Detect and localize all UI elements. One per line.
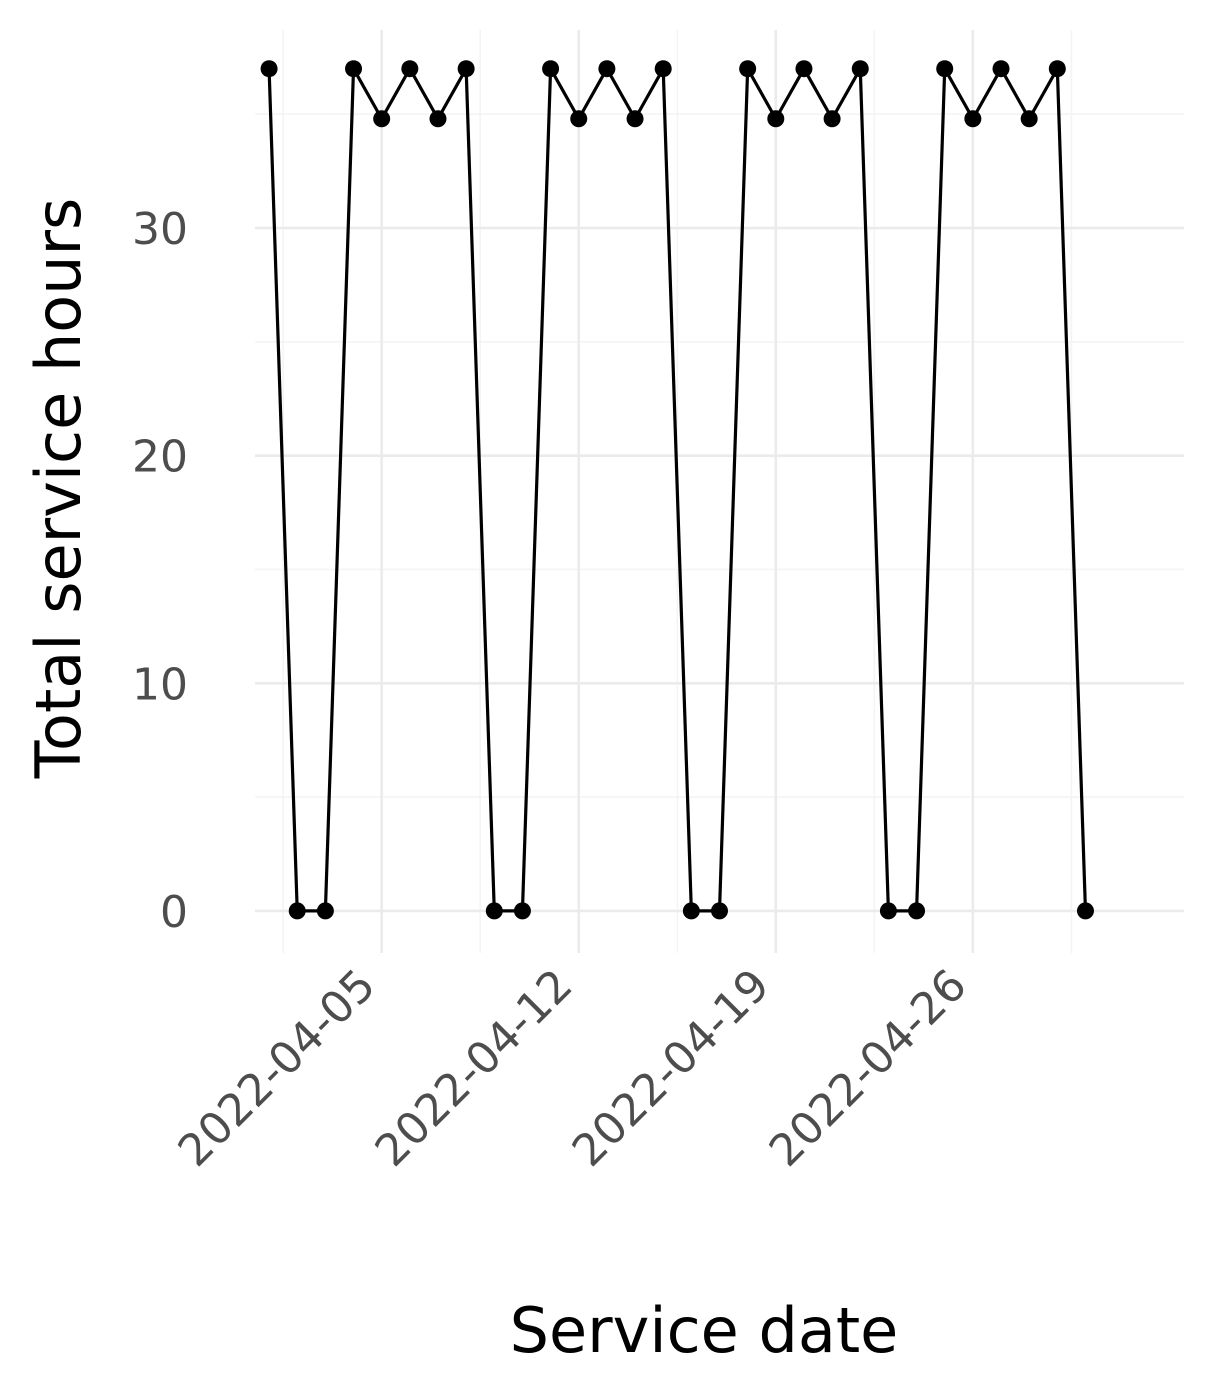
data-point [485, 902, 503, 920]
data-point [260, 60, 278, 78]
data-point [992, 60, 1010, 78]
data-point [739, 60, 757, 78]
data-point [401, 60, 419, 78]
data-point [570, 110, 588, 128]
y-tick-label: 20 [132, 432, 188, 483]
x-tick-label: 2022-04-12 [366, 960, 583, 1177]
data-point [654, 60, 672, 78]
data-point [429, 110, 447, 128]
data-point [345, 60, 363, 78]
data-point [767, 110, 785, 128]
y-tick-label: 0 [160, 887, 188, 938]
data-point [936, 60, 954, 78]
data-point [851, 60, 869, 78]
y-axis-tick-labels: 0 10 20 30 [132, 204, 188, 938]
data-point [373, 110, 391, 128]
data-point [682, 902, 700, 920]
series-layer [260, 60, 1094, 920]
data-point [457, 60, 475, 78]
data-point [542, 60, 560, 78]
data-point [823, 110, 841, 128]
data-point [316, 902, 334, 920]
x-axis-title: Service date [510, 1294, 899, 1367]
data-point [879, 902, 897, 920]
major-gridlines [255, 30, 1184, 953]
data-point [626, 110, 644, 128]
data-point [598, 60, 616, 78]
y-tick-label: 30 [132, 204, 188, 255]
minor-gridlines [255, 30, 1184, 953]
data-point [1076, 902, 1094, 920]
y-tick-label: 10 [132, 659, 188, 710]
x-tick-label: 2022-04-26 [760, 960, 977, 1177]
series-line [267, 67, 1088, 913]
data-point [964, 110, 982, 128]
data-point [908, 902, 926, 920]
data-point [513, 902, 531, 920]
data-point [711, 902, 728, 920]
x-tick-label: 2022-04-19 [563, 960, 780, 1177]
data-point [795, 60, 813, 78]
data-point [288, 902, 306, 920]
data-point [1020, 110, 1038, 128]
data-point [1048, 60, 1066, 78]
x-tick-label: 2022-04-05 [169, 960, 386, 1177]
y-axis-title: Total service hours [22, 198, 95, 780]
